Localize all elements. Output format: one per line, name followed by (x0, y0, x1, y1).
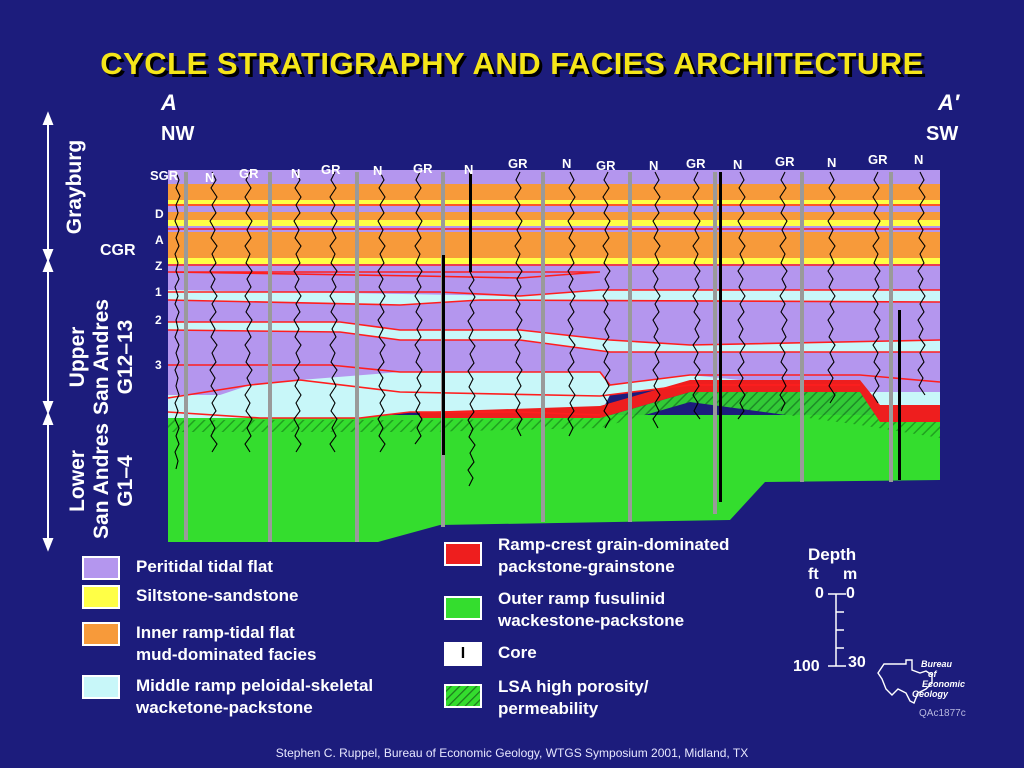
log-header-n: N (562, 156, 572, 171)
legend-label-lsa: LSA high porosity/ permeability (498, 677, 649, 718)
facies-outer-ramp (168, 415, 940, 542)
log-header-n: N (205, 170, 215, 185)
log-header-gr: GR (775, 154, 795, 169)
facies-grayburg-siltstone-3 (168, 258, 940, 264)
log-header-sgr: SGR (150, 168, 179, 183)
legend-peritidal: Peritidal tidal flat (82, 556, 273, 580)
log-header-n: N (291, 166, 301, 181)
section-start-label: A (161, 90, 177, 115)
facies-lsa-porosity (168, 392, 940, 438)
facies-ramp-crest (420, 380, 940, 422)
facies-peritidal-band-1 (168, 262, 940, 296)
well-logs (174, 171, 926, 487)
legend-swatch-inner-ramp (82, 622, 120, 646)
horizon-d-label: D (155, 207, 164, 221)
legend-label-inner-ramp: Inner ramp-tidal flat mud-dominated faci… (136, 623, 317, 664)
legend-swatch-siltstone (82, 585, 120, 609)
facies-peritidal-band-3 (168, 330, 940, 395)
legend-swatch-lsa (444, 684, 482, 708)
legend-swatch-ramp-crest (444, 542, 482, 566)
legend-label-core: Core (498, 643, 537, 662)
legend-core: I Core (444, 642, 537, 666)
cgr-label: CGR (100, 242, 136, 259)
legend-lsa: LSA high porosity/ permeability (444, 676, 648, 720)
legend-outer-ramp: Outer ramp fusulinid wackestone-packston… (444, 588, 684, 632)
figure-id: QAc1877c (919, 708, 966, 719)
direction-nw-label: NW (161, 123, 195, 145)
horizon-a-label: A (155, 233, 164, 247)
facies-grayburg-siltstone-1 (168, 200, 940, 206)
logo-line2: of (928, 669, 937, 679)
facies-grayburg-inner-ramp-2 (168, 212, 940, 220)
legend-middle-ramp: Middle ramp peloidal-skeletal wacketone-… (82, 675, 373, 719)
log-header-n: N (649, 158, 659, 173)
logo-line4: Geology (912, 689, 949, 699)
log-header-n: N (914, 152, 924, 167)
depth-m-30: 30 (848, 654, 866, 671)
legend-swatch-outer-ramp (444, 596, 482, 620)
legend-label-middle-ramp: Middle ramp peloidal-skeletal wacketone-… (136, 676, 374, 717)
facies-grayburg-siltstone-2 (168, 220, 940, 226)
slide-title: CYCLE STRATIGRAPHY AND FACIES ARCHITECTU… (100, 46, 924, 81)
legend-siltstone: Siltstone-sandstone (82, 585, 298, 609)
cycle-2-label: 2 (155, 313, 162, 327)
legend-swatch-core: I (444, 642, 482, 666)
depth-m-0: 0 (846, 585, 855, 602)
log-header-n: N (733, 157, 743, 172)
cycle-1-label: 1 (155, 285, 162, 299)
legend-swatch-middle-ramp (82, 675, 120, 699)
legend-label-peritidal: Peritidal tidal flat (136, 557, 273, 576)
legend-label-outer-ramp: Outer ramp fusulinid wackestone-packston… (498, 589, 685, 630)
log-header-gr: GR (239, 166, 259, 181)
facies-grayburg-inner-ramp-1 (168, 184, 940, 200)
legend-label-ramp-crest: Ramp-crest grain-dominated packstone-gra… (498, 535, 730, 576)
log-header-n: N (373, 163, 383, 178)
log-header-gr: GR (413, 161, 433, 176)
depth-ft-100: 100 (793, 658, 820, 675)
depth-ft-0: 0 (815, 585, 824, 602)
cycle-3-label: 3 (155, 358, 162, 372)
logo-line1: Bureau (921, 659, 953, 669)
log-header-gr: GR (686, 156, 706, 171)
footer-citation: Stephen C. Ruppel, Bureau of Economic Ge… (275, 746, 749, 760)
log-header-gr: GR (868, 152, 888, 167)
direction-sw-label: SW (926, 123, 959, 145)
horizon-z-label: Z (155, 259, 163, 273)
legend-ramp-crest: Ramp-crest grain-dominated packstone-gra… (444, 534, 729, 578)
logo-line3: Economic (922, 679, 966, 689)
log-header-n: N (464, 162, 474, 177)
log-header-gr: GR (321, 162, 341, 177)
legend-inner-ramp: Inner ramp-tidal flat mud-dominated faci… (82, 622, 316, 666)
depth-unit-ft: ft (808, 566, 819, 583)
facies-peritidal-band-2 (168, 300, 940, 345)
log-header-gr: GR (596, 158, 616, 173)
section-end-label: A′ (938, 90, 960, 115)
log-header-n: N (827, 155, 837, 170)
legend-label-siltstone: Siltstone-sandstone (136, 586, 299, 605)
depth-scale-title: Depth (808, 545, 857, 564)
legend-swatch-peritidal (82, 556, 120, 580)
log-header-gr: GR (508, 156, 528, 171)
depth-unit-m: m (843, 566, 858, 583)
